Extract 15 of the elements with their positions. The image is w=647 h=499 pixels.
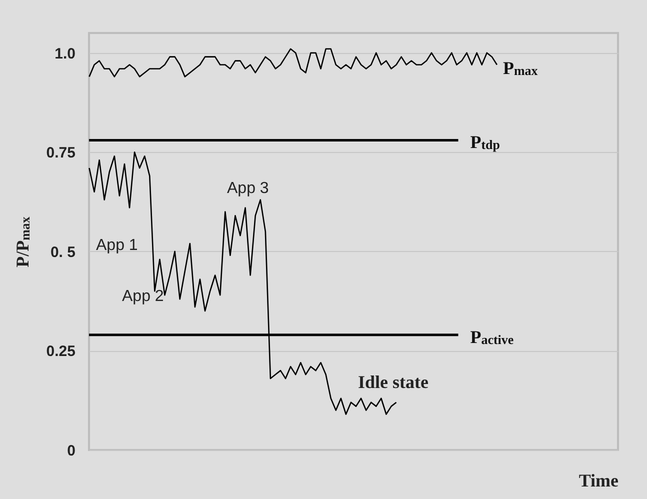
y-tick-label: 0. 5 bbox=[50, 244, 76, 261]
line-series bbox=[88, 48, 498, 78]
y-tick-label: 0.75 bbox=[46, 144, 76, 162]
series-label: Pmax bbox=[502, 58, 538, 78]
annotation: App 2 bbox=[122, 288, 164, 305]
x-axis-title: Time bbox=[578, 470, 619, 490]
ref-line-label: Ptdp bbox=[470, 132, 500, 152]
y-tick-label: 0.25 bbox=[46, 343, 76, 360]
y-tick-label: 1.0 bbox=[54, 45, 76, 62]
annotation: App 1 bbox=[96, 237, 138, 254]
annotation: Idle state bbox=[358, 372, 428, 392]
annotation: App 3 bbox=[227, 180, 269, 197]
y-tick-label: 0 bbox=[67, 442, 76, 460]
y-axis-title: P/Pmax bbox=[12, 216, 32, 268]
ref-line-label: Pactive bbox=[470, 326, 514, 347]
